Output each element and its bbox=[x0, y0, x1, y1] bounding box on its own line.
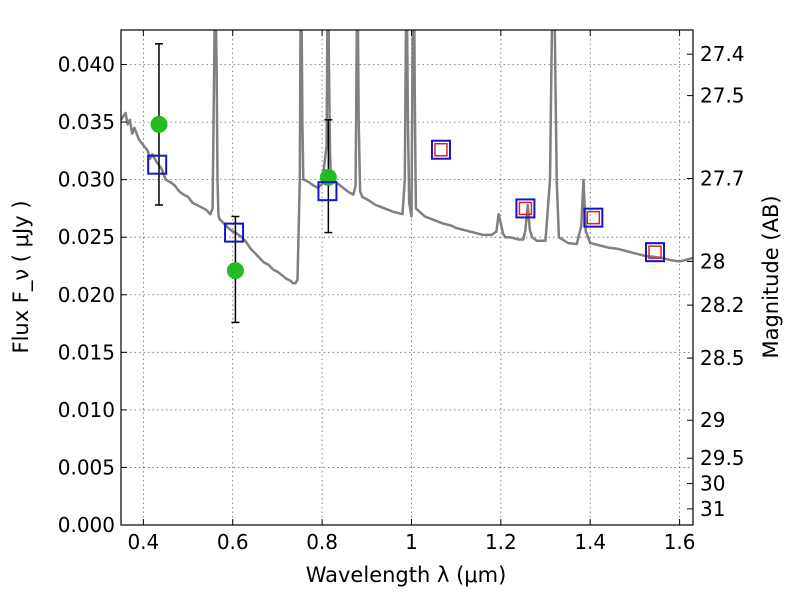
right-tick-label: 29.5 bbox=[700, 446, 745, 470]
y-tick-label: 0.035 bbox=[58, 110, 115, 134]
right-tick-label: 31 bbox=[700, 497, 725, 521]
spectrum-line bbox=[121, 30, 693, 285]
y-tick-label: 0.030 bbox=[58, 168, 115, 192]
y-tick-label: 0.010 bbox=[58, 398, 115, 422]
y-tick-label: 0.000 bbox=[58, 513, 115, 537]
x-tick-label: 1 bbox=[405, 530, 418, 554]
right-tick-label: 27.7 bbox=[700, 167, 745, 191]
right-tick-label: 27.4 bbox=[700, 42, 745, 66]
right-tick-label: 30 bbox=[700, 472, 725, 496]
model-square-red bbox=[434, 142, 448, 157]
y-tick-label: 0.005 bbox=[58, 455, 115, 479]
data-layer bbox=[121, 30, 693, 324]
right-axis-label: Magnitude (AB) bbox=[759, 195, 783, 358]
model-square-blue bbox=[515, 198, 536, 219]
model-square-blue bbox=[430, 139, 451, 160]
model-square-blue bbox=[224, 222, 245, 243]
model-square-red bbox=[586, 210, 601, 225]
x-tick-label: 1.6 bbox=[664, 530, 696, 554]
right-tick-label: 27.5 bbox=[700, 84, 745, 108]
model-square-red bbox=[518, 201, 533, 216]
model-square-blue bbox=[317, 181, 338, 202]
axis-ticks: 0.4 0.6 0.8 1 1.2 1.4 1.6 0.000 0.005 0.010 0.015 0… bbox=[58, 30, 745, 554]
y-tick-label: 0.020 bbox=[58, 283, 115, 307]
observed-point bbox=[150, 115, 168, 133]
x-tick-label: 0.8 bbox=[306, 530, 338, 554]
model-square-blue bbox=[147, 154, 168, 175]
right-tick-label: 28 bbox=[700, 249, 725, 273]
x-tick-label: 1.4 bbox=[574, 530, 606, 554]
y-axis-label: Flux F_ν ( μJy ) bbox=[9, 200, 34, 353]
x-tick-label: 0.4 bbox=[127, 530, 159, 554]
x-tick-label: 1.2 bbox=[485, 530, 517, 554]
x-tick-label: 0.6 bbox=[217, 530, 249, 554]
y-tick-label: 0.015 bbox=[58, 340, 115, 364]
observed-point bbox=[226, 262, 244, 280]
model-square-blue bbox=[583, 207, 604, 228]
plot-frame bbox=[120, 29, 694, 526]
right-tick-label: 28.5 bbox=[700, 346, 745, 370]
model-square-blue bbox=[645, 242, 666, 263]
right-tick-label: 28.2 bbox=[700, 293, 745, 317]
x-axis-label: Wavelength λ (μm) bbox=[306, 563, 507, 587]
y-tick-label: 0.025 bbox=[58, 225, 115, 249]
y-tick-label: 0.040 bbox=[58, 53, 115, 77]
model-square-red bbox=[648, 245, 662, 259]
right-tick-label: 29 bbox=[700, 408, 725, 432]
